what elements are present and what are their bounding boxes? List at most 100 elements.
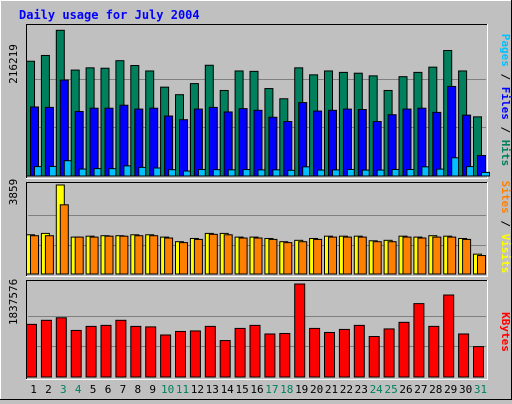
sites-bar xyxy=(193,238,203,275)
sites-bar xyxy=(74,236,84,275)
x-tick-label: 10 xyxy=(161,383,174,396)
x-tick-label: 14 xyxy=(221,383,235,396)
kbytes-bar xyxy=(458,333,470,378)
kbytes-bar xyxy=(145,326,157,378)
sites-bar xyxy=(179,242,188,275)
x-axis-labels: 1 2 3 4 5 6 7 8 9 10 11 12 13 14 15 16 17 18 19 20 21 22 23 24 2… xyxy=(30,383,487,396)
legend-hits: Hits xyxy=(499,140,512,167)
svg-text:Sites / Visits: Sites / Visits xyxy=(499,181,512,274)
files-bar xyxy=(223,111,233,177)
x-tick-label: 30 xyxy=(459,383,472,396)
files-bar xyxy=(179,119,188,177)
kbytes-panel xyxy=(26,280,488,380)
files-bar xyxy=(253,109,263,177)
files-bar xyxy=(432,111,442,177)
x-tick-label: 24 xyxy=(370,383,384,396)
x-tick-label: 13 xyxy=(206,383,219,396)
kbytes-bar xyxy=(249,324,261,378)
kbytes-max-label: 1837576 xyxy=(7,279,20,325)
files-bar xyxy=(402,108,412,177)
kbytes-bar xyxy=(175,330,186,378)
legend-kbytes: KBytes xyxy=(499,312,512,352)
sites-bar xyxy=(119,235,129,275)
x-tick-label: 29 xyxy=(444,383,457,396)
x-tick-label: 12 xyxy=(191,383,204,396)
x-tick-label: 28 xyxy=(429,383,442,396)
hits-files-pages-panel xyxy=(26,24,490,179)
legend-files: Files xyxy=(499,87,512,120)
sites-bar xyxy=(357,236,367,275)
sites-bar xyxy=(134,235,144,275)
x-tick-label: 17 xyxy=(265,383,278,396)
kbytes-bar xyxy=(324,331,335,378)
kbytes-bar xyxy=(40,319,52,378)
x-tick-label: 9 xyxy=(149,383,156,396)
sites-bar xyxy=(313,238,323,275)
x-tick-label: 11 xyxy=(176,383,189,396)
files-bar xyxy=(44,106,54,177)
kbytes-bar xyxy=(309,327,321,378)
x-tick-label: 19 xyxy=(295,383,308,396)
kbytes-bar xyxy=(26,323,37,378)
kbytes-bar xyxy=(368,336,380,378)
files-bar xyxy=(328,109,337,177)
legend-visits: Visits xyxy=(499,234,512,274)
sites-bar xyxy=(298,241,308,275)
sites-bar xyxy=(387,241,397,275)
kbytes-bar xyxy=(473,346,484,378)
files-bar xyxy=(164,115,174,177)
sites-bar xyxy=(477,255,486,275)
x-tick-label: 25 xyxy=(384,383,397,396)
kbytes-bar xyxy=(219,340,231,378)
files-bar xyxy=(104,107,114,177)
kbytes-bar xyxy=(204,325,216,378)
files-bar xyxy=(313,110,323,177)
sites-bar xyxy=(89,236,99,275)
kbytes-bar xyxy=(338,328,350,378)
svg-text:Pages / Files / Hits: Pages / Files / Hits xyxy=(499,34,512,167)
files-bar xyxy=(372,121,382,177)
sites-bar xyxy=(238,237,248,275)
files-bar xyxy=(193,108,203,177)
sites-bar xyxy=(208,233,218,275)
x-tick-label: 1 xyxy=(30,383,37,396)
sites-bar xyxy=(462,238,472,275)
x-tick-label: 16 xyxy=(250,383,263,396)
x-tick-label: 7 xyxy=(120,383,127,396)
files-bar xyxy=(238,108,248,177)
sites-bar xyxy=(164,237,174,275)
files-bar xyxy=(74,110,84,177)
files-bar xyxy=(342,108,352,177)
kbytes-bar xyxy=(130,325,142,378)
files-bar xyxy=(417,107,427,177)
x-tick-label: 20 xyxy=(310,383,323,396)
sites-bar xyxy=(417,237,427,275)
files-bar xyxy=(387,114,397,177)
sites-bar xyxy=(432,236,442,275)
kbytes-bar xyxy=(353,324,365,378)
sites-bar xyxy=(253,237,263,275)
sites-bar xyxy=(328,236,337,275)
x-tick-label: 2 xyxy=(45,383,52,396)
sites-bar xyxy=(283,242,293,275)
kbytes-bar xyxy=(115,319,127,378)
visits-sites-panel xyxy=(26,182,488,277)
kbytes-bar xyxy=(55,317,67,378)
kbytes-bar xyxy=(234,327,246,378)
x-tick-label: 22 xyxy=(340,383,353,396)
sites-bar xyxy=(149,235,159,275)
sites-bar xyxy=(342,236,352,275)
kbytes-bar xyxy=(443,294,455,378)
kbytes-bar xyxy=(100,324,112,378)
kbytes-bar xyxy=(70,329,82,378)
files-bar xyxy=(89,107,99,177)
legend-pages: Pages xyxy=(499,34,512,67)
kbytes-bar xyxy=(279,332,291,378)
files-bar xyxy=(208,106,218,177)
legend-sites: Sites xyxy=(499,181,512,214)
kbytes-bar xyxy=(294,283,306,378)
kbytes-bar xyxy=(160,334,172,378)
sites-bar xyxy=(44,235,54,275)
